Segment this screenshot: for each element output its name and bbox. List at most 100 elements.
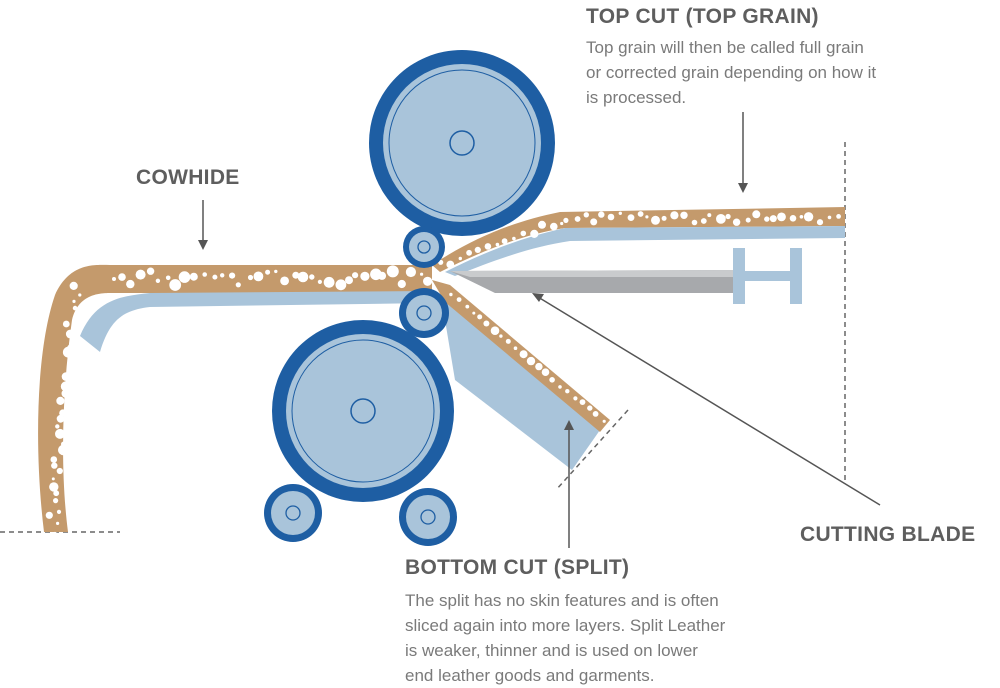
bubble	[60, 381, 71, 392]
top-grain-layer	[432, 207, 845, 276]
top-grain-band	[432, 207, 845, 272]
bubble	[474, 246, 481, 253]
bubble	[45, 511, 53, 519]
bubble	[178, 271, 191, 283]
bubble	[69, 281, 78, 290]
bubble	[446, 260, 455, 269]
top-small-roller	[403, 226, 445, 268]
bubble	[560, 221, 564, 226]
bubble	[816, 219, 824, 226]
bubble	[789, 215, 797, 222]
bottom-cut-line-2: sliced again into more layers. Split Lea…	[405, 616, 726, 635]
bubble	[732, 218, 741, 226]
bubble	[700, 218, 707, 224]
bubble	[69, 357, 79, 368]
bubble	[484, 243, 492, 250]
bubble	[707, 213, 712, 218]
bubble	[458, 256, 462, 261]
bubble	[51, 477, 55, 481]
bubble	[360, 271, 370, 281]
bubble	[169, 279, 182, 291]
bubble	[598, 211, 605, 218]
bubble	[72, 299, 76, 303]
bubble	[146, 267, 155, 275]
bubble	[58, 444, 69, 456]
bottom-main-roller	[272, 320, 454, 502]
bubble	[752, 210, 761, 219]
bubble	[827, 215, 832, 220]
bottom-cut-line-4: end leather goods and garments.	[405, 666, 655, 685]
bottom-right-roller	[399, 488, 457, 546]
bottom-cut-line-1: The split has no skin features and is of…	[405, 591, 719, 610]
top-cut-title: TOP CUT (TOP GRAIN)	[586, 5, 819, 28]
bubble	[202, 272, 207, 277]
bubble	[627, 214, 635, 222]
cowhide-bubbles	[45, 265, 433, 537]
cowhide-title: COWHIDE	[136, 166, 240, 189]
bubble	[563, 217, 569, 223]
bubble	[541, 368, 550, 377]
bubble	[67, 344, 74, 351]
bubble	[53, 498, 59, 504]
bubble	[472, 311, 476, 315]
top-cut-description: Top grain will then be called full grain…	[586, 35, 876, 110]
bubble	[56, 509, 62, 514]
bubble	[72, 305, 78, 311]
bubble	[51, 462, 58, 469]
bubble	[573, 396, 578, 401]
bubble	[499, 334, 503, 338]
bubble	[212, 274, 218, 280]
bubble	[155, 278, 161, 283]
cutting-blade-arrow-icon	[532, 293, 881, 506]
bubble	[309, 274, 315, 280]
split-layer	[432, 280, 610, 470]
bubble	[670, 211, 679, 220]
bubble	[550, 222, 558, 231]
bubble	[397, 279, 406, 289]
cutting-blade-title: CUTTING BLADE	[800, 523, 976, 546]
bubble	[512, 236, 516, 241]
bubble	[69, 337, 77, 345]
bubble	[112, 277, 116, 281]
bubble	[335, 279, 347, 291]
bubble	[661, 215, 667, 221]
bubble	[165, 275, 171, 281]
bubble	[466, 249, 472, 256]
bubble	[66, 403, 73, 410]
bubble	[565, 389, 570, 394]
bubble	[530, 229, 539, 238]
bubble	[803, 212, 814, 222]
bubble	[505, 338, 511, 344]
bubble	[579, 399, 586, 405]
bubble	[538, 220, 546, 229]
cowhide-layer	[38, 264, 433, 537]
bubble	[526, 356, 536, 366]
bubble	[317, 279, 322, 284]
bubble	[253, 271, 264, 282]
bubble	[607, 213, 615, 221]
cowhide-inner-layer	[80, 291, 432, 352]
bubble	[836, 214, 841, 219]
bubble	[477, 314, 483, 320]
bubble	[56, 521, 60, 526]
bubble	[56, 414, 65, 423]
bubble	[56, 467, 63, 475]
bottom-cut-arrow-icon	[564, 420, 574, 548]
cutting-blade	[450, 248, 802, 304]
bubble	[323, 276, 335, 288]
bubble	[135, 269, 146, 280]
bubble	[535, 362, 543, 371]
bubble	[549, 377, 555, 383]
bubble	[65, 329, 75, 339]
top-main-roller	[369, 50, 555, 236]
bubble	[56, 396, 65, 405]
bubble	[590, 218, 598, 226]
split-inner-layer	[442, 290, 600, 470]
bubble	[583, 212, 589, 218]
cowhide-arrow-icon	[198, 200, 208, 250]
bubble	[59, 409, 67, 417]
bubble	[405, 266, 416, 278]
bubble	[62, 320, 70, 328]
bottom-cut-line-3: is weaker, thinner and is used on lower	[405, 641, 698, 660]
